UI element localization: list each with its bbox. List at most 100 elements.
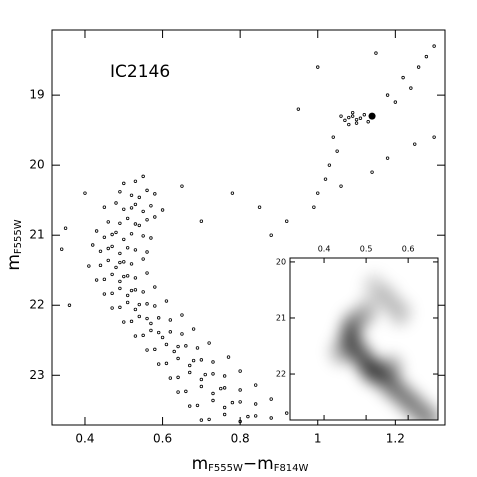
star-point <box>106 246 110 251</box>
star-point <box>133 248 138 252</box>
x-tick-label: 0.8 <box>231 432 250 446</box>
star-point <box>203 372 207 377</box>
star-point <box>149 204 153 208</box>
star-point <box>188 363 192 368</box>
y-tick-label: 19 <box>29 88 44 102</box>
star-point <box>94 278 99 282</box>
star-point <box>129 193 134 197</box>
label-subscript: F555W <box>13 219 24 254</box>
inset-x-tick-label: 0.4 <box>318 245 331 254</box>
star-point <box>118 251 122 256</box>
star-point <box>222 405 227 410</box>
star-point <box>327 163 332 167</box>
star-point <box>211 372 215 376</box>
star-point <box>269 416 273 420</box>
star-point <box>354 121 359 125</box>
star-point <box>211 398 215 403</box>
star-point <box>129 288 134 293</box>
highlight-point <box>368 112 376 120</box>
star-point <box>153 347 157 352</box>
star-point <box>125 216 130 221</box>
x-tick-label: 1 <box>314 432 322 446</box>
star-point <box>199 377 204 382</box>
star-point <box>106 258 110 263</box>
star-point <box>145 188 149 193</box>
star-point <box>114 230 118 235</box>
star-point <box>347 115 351 120</box>
star-point <box>122 320 126 324</box>
y-axis-label: mF555W <box>4 219 24 270</box>
star-point <box>339 114 343 118</box>
star-point <box>350 110 355 115</box>
label-subscript: F814W <box>274 463 309 474</box>
star-point <box>168 376 173 380</box>
star-point <box>137 302 141 307</box>
star-point <box>102 277 107 282</box>
star-point <box>269 397 273 401</box>
star-point <box>160 208 165 212</box>
star-point <box>312 205 316 209</box>
star-point <box>129 262 134 266</box>
x-axis-label: mF555W−mF814W <box>192 454 309 474</box>
star-point <box>141 234 145 238</box>
star-point <box>63 226 68 230</box>
star-point <box>362 113 367 117</box>
star-point <box>145 316 149 321</box>
star-point <box>102 205 107 209</box>
star-point <box>184 344 188 348</box>
label-part: −m <box>243 454 274 474</box>
star-point <box>409 86 413 90</box>
star-point <box>129 206 134 210</box>
star-point <box>133 222 138 226</box>
star-point <box>238 400 242 404</box>
star-point <box>366 120 370 124</box>
star-point <box>230 400 235 405</box>
star-point <box>393 100 398 104</box>
star-point <box>83 191 87 195</box>
inset-y-tick-label: 20 <box>276 257 286 266</box>
star-point <box>211 360 215 364</box>
chart-title: IC2146 <box>110 62 170 82</box>
y-tick-label: 20 <box>29 158 44 172</box>
star-point <box>153 215 157 219</box>
star-point <box>129 319 134 324</box>
label-subscript: F555W <box>208 463 243 474</box>
star-point <box>199 358 204 362</box>
star-point <box>137 314 141 319</box>
star-point <box>191 358 196 363</box>
star-point <box>195 346 200 350</box>
density-blob <box>388 299 411 326</box>
star-point <box>343 118 347 123</box>
x-tick-label: 0.6 <box>153 432 172 446</box>
y-tick-label: 22 <box>29 298 44 312</box>
star-point <box>156 330 161 335</box>
star-point <box>432 44 436 48</box>
star-point <box>114 201 118 205</box>
star-point <box>180 184 184 188</box>
star-point <box>59 247 64 251</box>
star-point <box>222 386 227 390</box>
star-point <box>106 220 110 224</box>
star-point <box>91 243 95 247</box>
star-point <box>184 389 188 394</box>
star-point <box>118 305 122 310</box>
star-point <box>118 279 122 284</box>
label-part: m <box>192 454 209 474</box>
star-point <box>172 349 176 354</box>
star-point <box>145 302 149 306</box>
star-point <box>253 402 258 406</box>
star-point <box>125 293 130 298</box>
star-point <box>358 116 363 120</box>
star-point <box>125 274 130 278</box>
star-point <box>110 291 114 296</box>
star-point <box>133 307 138 312</box>
star-point <box>246 414 250 419</box>
star-point <box>323 177 328 181</box>
star-point <box>188 404 192 408</box>
star-point <box>149 236 153 240</box>
x-tick-label: 1.2 <box>386 432 405 446</box>
star-point <box>156 362 161 366</box>
star-point <box>141 333 145 338</box>
star-point <box>122 181 126 186</box>
star-point <box>199 219 204 223</box>
